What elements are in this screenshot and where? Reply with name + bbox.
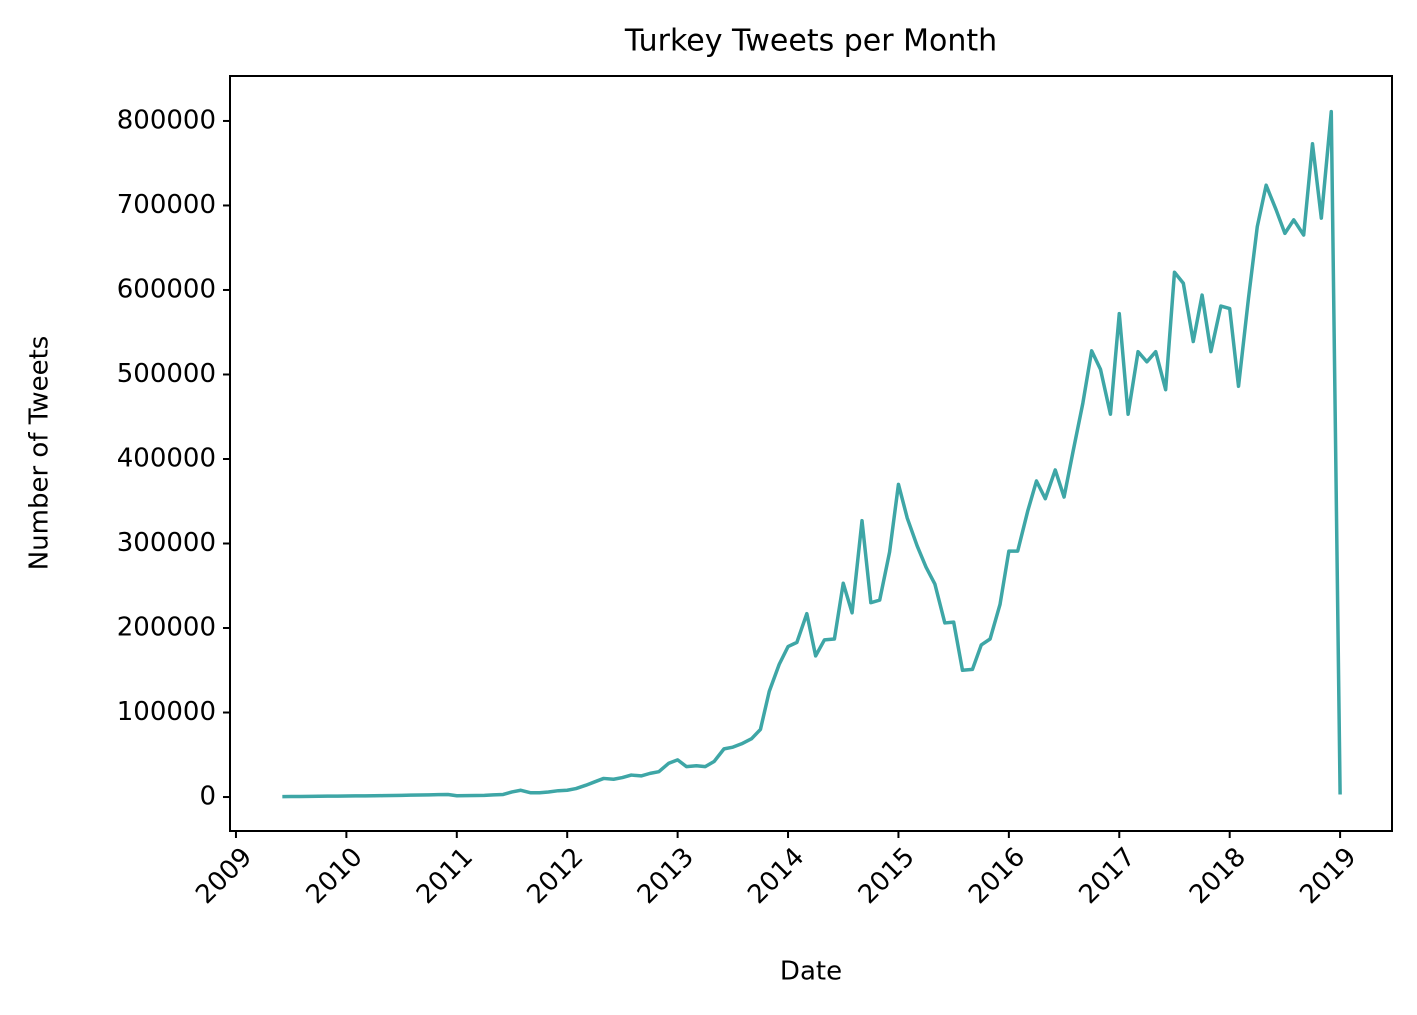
chart-title: Turkey Tweets per Month: [624, 24, 997, 59]
x-tick-label: 2019: [1294, 842, 1362, 910]
y-tick-label: 400000: [117, 443, 216, 473]
y-tick-label: 800000: [117, 105, 216, 135]
x-tick-label: 2014: [742, 842, 810, 910]
y-tick-label: 0: [199, 782, 216, 812]
y-tick-label: 500000: [117, 359, 216, 389]
x-tick-label: 2010: [301, 842, 369, 910]
x-tick-label: 2018: [1184, 842, 1252, 910]
x-tick-label: 2015: [853, 842, 921, 910]
y-tick-label: 100000: [117, 697, 216, 727]
x-tick-label: 2009: [190, 842, 258, 910]
data-line: [282, 109, 1342, 799]
x-tick-label: 2013: [632, 842, 700, 910]
y-tick-label: 600000: [117, 274, 216, 304]
y-tick-label: 300000: [117, 528, 216, 558]
y-axis-label: Number of Tweets: [25, 336, 55, 571]
x-tick-label: 2011: [411, 842, 479, 910]
x-tick-label: 2016: [963, 842, 1031, 910]
y-tick-label: 700000: [117, 190, 216, 220]
x-tick-label: 2012: [521, 842, 589, 910]
y-tick-label: 200000: [117, 613, 216, 643]
plot-frame: [229, 75, 1393, 832]
x-tick-label: 2017: [1074, 842, 1142, 910]
x-axis-label: Date: [780, 957, 842, 987]
